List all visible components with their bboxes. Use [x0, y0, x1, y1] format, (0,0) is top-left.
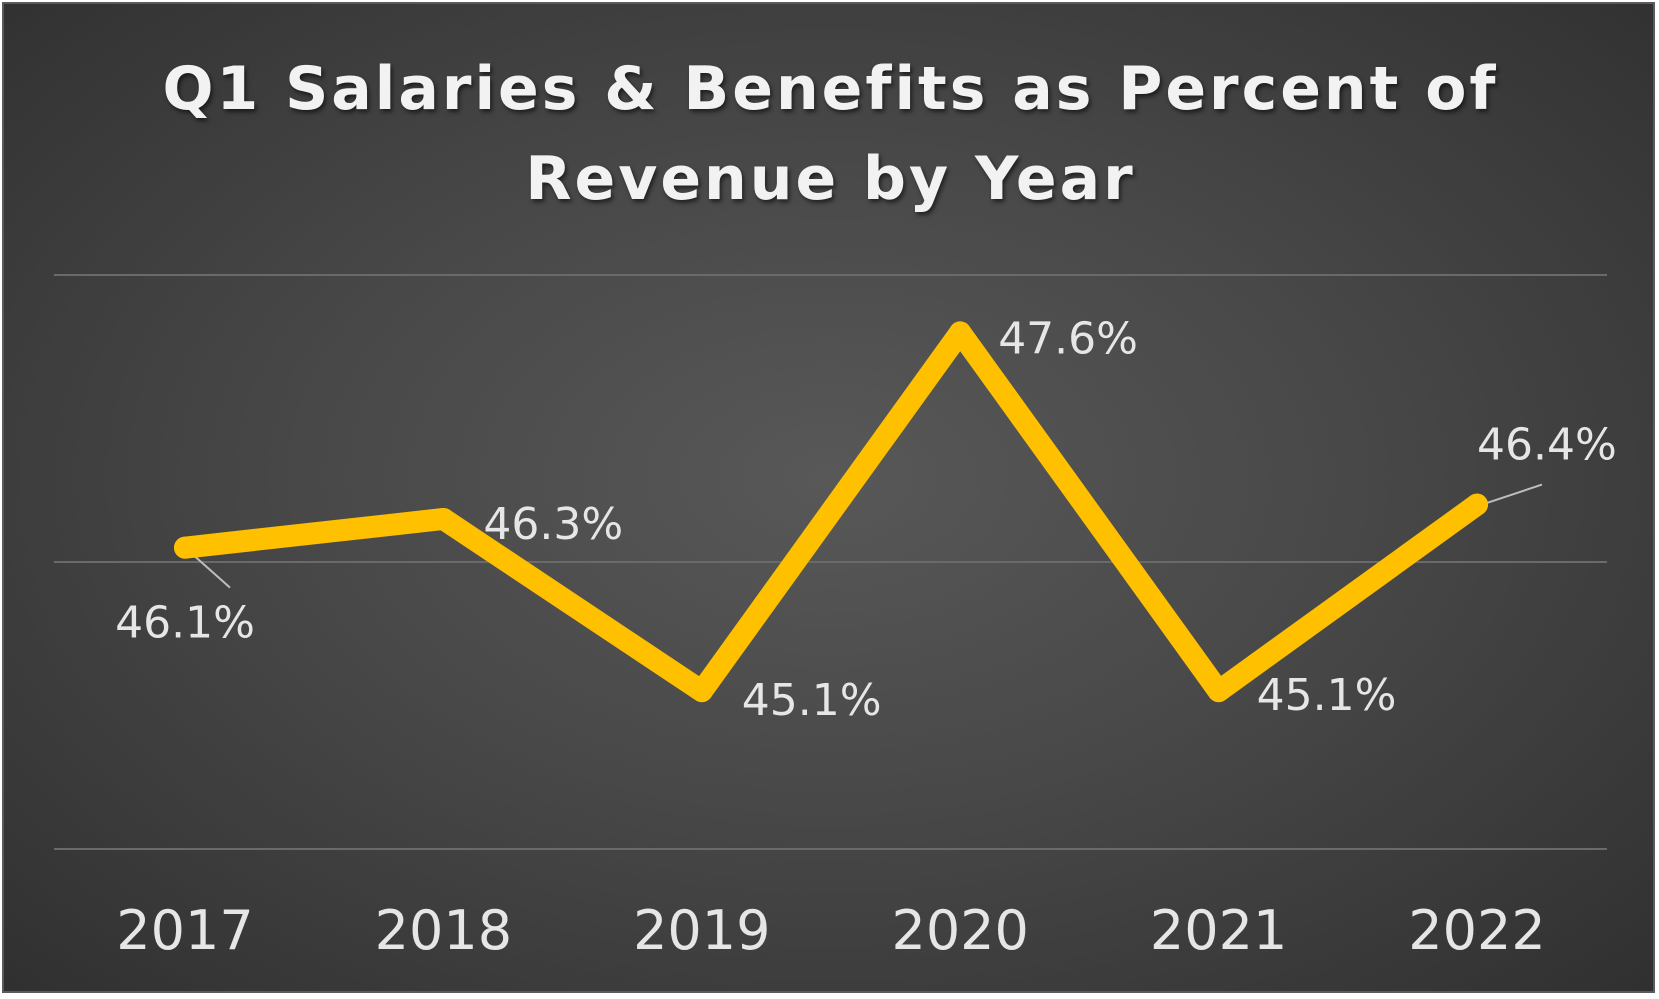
- data-label-2022: 46.4%: [1477, 420, 1617, 471]
- x-tick-2019: 2019: [633, 899, 770, 962]
- x-tick-2020: 2020: [891, 899, 1028, 962]
- data-label-2017: 46.1%: [115, 598, 255, 649]
- chart-plot-area: 46.1%46.3%45.1%47.6%45.1%46.4% 2017 2018 2…: [54, 274, 1617, 962]
- data-label-2018: 46.3%: [483, 499, 623, 550]
- data-labels: 46.1% 46.3% 45.1% 47.6% 45.1% 46.4%: [115, 313, 1617, 726]
- data-label-2019: 45.1%: [742, 675, 882, 726]
- series-line: [174, 321, 1488, 703]
- x-tick-2022: 2022: [1408, 899, 1545, 962]
- data-point-2018: [432, 507, 455, 530]
- leader-line-2022: [1481, 483, 1543, 506]
- label-leader-lines: [184, 483, 1543, 589]
- data-label-2021: 45.1%: [1257, 670, 1397, 721]
- data-point-2020: [949, 321, 972, 344]
- data-point-2017: [174, 536, 196, 559]
- data-point-2021: [1207, 680, 1230, 703]
- gridlines: [54, 274, 1607, 850]
- x-axis-ticks: 2017 2018 2019 2020 2021 2022: [116, 899, 1545, 962]
- x-tick-2017: 2017: [116, 899, 253, 962]
- series-line-group: [174, 321, 1488, 703]
- data-point-2019: [690, 680, 713, 703]
- data-point-2022: [1466, 493, 1488, 516]
- x-tick-2021: 2021: [1150, 899, 1287, 962]
- x-tick-2018: 2018: [375, 899, 512, 962]
- chart-title: Q1 Salaries & Benefits as Percent of Rev…: [162, 54, 1499, 214]
- data-label-2020: 47.6%: [998, 313, 1138, 364]
